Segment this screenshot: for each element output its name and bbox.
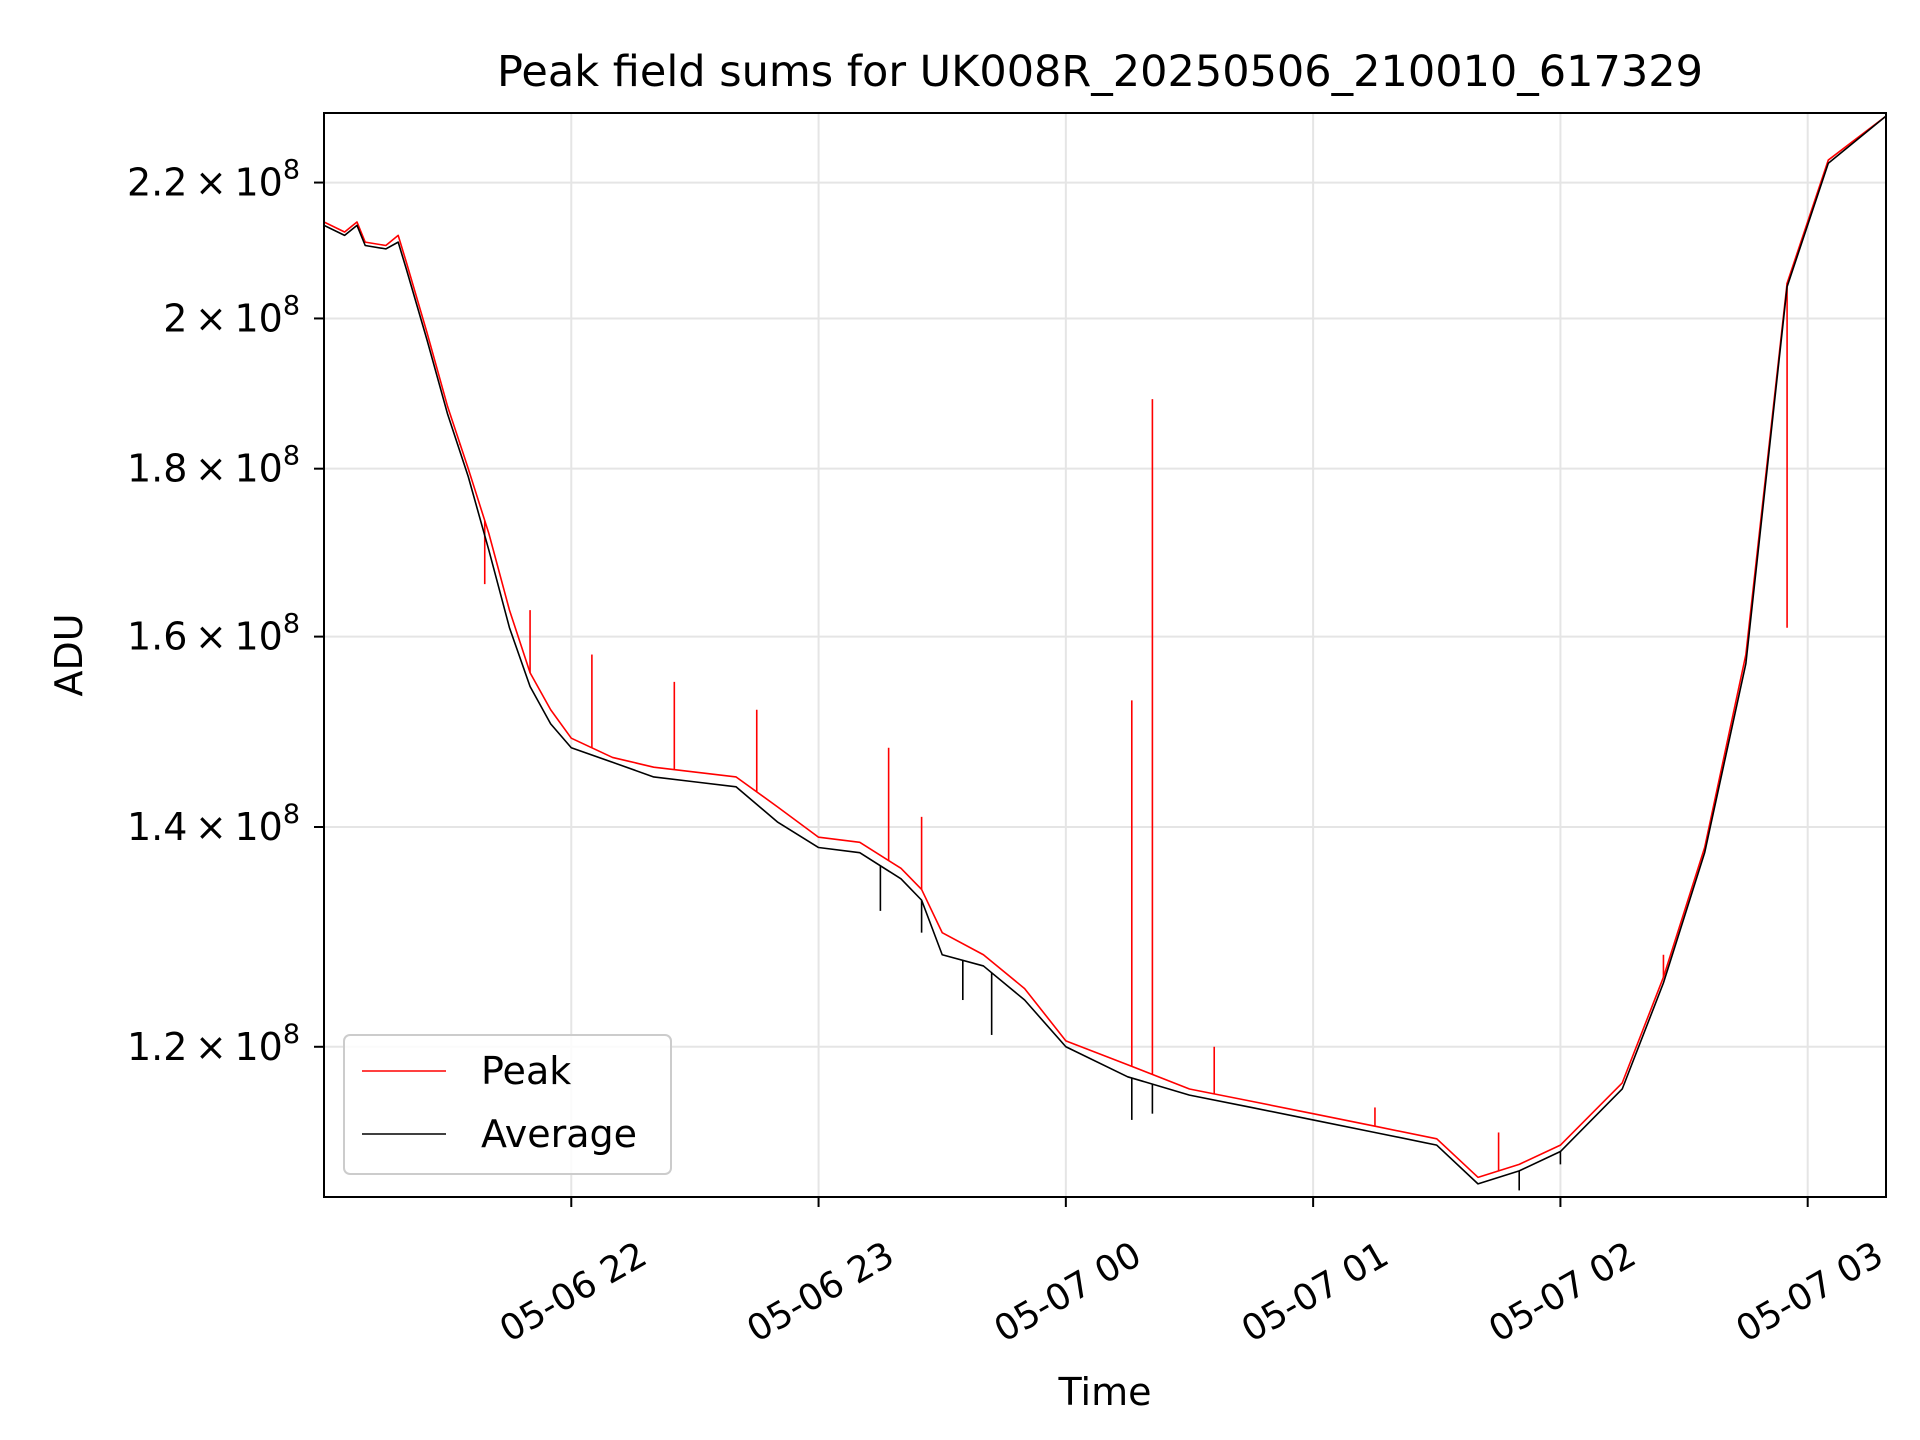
plot-frame: [323, 112, 1887, 1198]
x-axis-label: Time: [1058, 1370, 1152, 1414]
series-line-peak: [324, 115, 1886, 1179]
y-tick-label: 1.8 × 108: [127, 441, 300, 491]
x-tick-label: 05-07 02: [1482, 1234, 1643, 1350]
y-tick-label: 1.6 × 108: [127, 609, 300, 659]
legend-box: [343, 1034, 672, 1175]
y-tick-label: 2 × 108: [163, 290, 300, 340]
legend-label-peak: Peak: [481, 1049, 571, 1093]
y-tick-label: 1.2 × 108: [127, 1019, 300, 1069]
x-axis: 05-06 22 05-06 23 05-07 00 05-07 01 05-07 02…: [493, 1197, 1890, 1351]
legend: Peak Average: [343, 1034, 672, 1175]
y-axis: 1.2 × 108 1.4 × 108 1.6 × 108 1.8 × 108 2 × …: [127, 155, 324, 1069]
legend-label-average: Average: [481, 1112, 637, 1156]
x-tick-label: 05-07 00: [988, 1234, 1149, 1350]
x-tick-label: 05-07 01: [1235, 1234, 1396, 1350]
y-tick-label: 1.4 × 108: [127, 799, 300, 849]
x-tick-label: 05-07 03: [1730, 1234, 1891, 1350]
series-group: [324, 115, 1886, 1191]
y-axis-label: ADU: [47, 613, 91, 696]
plot-area: [324, 115, 1886, 1191]
series-line-average: [324, 115, 1886, 1185]
x-tick-label: 05-06 22: [493, 1234, 654, 1350]
grid: [324, 113, 1886, 1197]
y-tick-label: 2.2 × 108: [127, 155, 300, 205]
x-tick-label: 05-06 23: [740, 1234, 901, 1350]
chart-title: Peak field sums for UK008R_20250506_2100…: [497, 47, 1703, 97]
